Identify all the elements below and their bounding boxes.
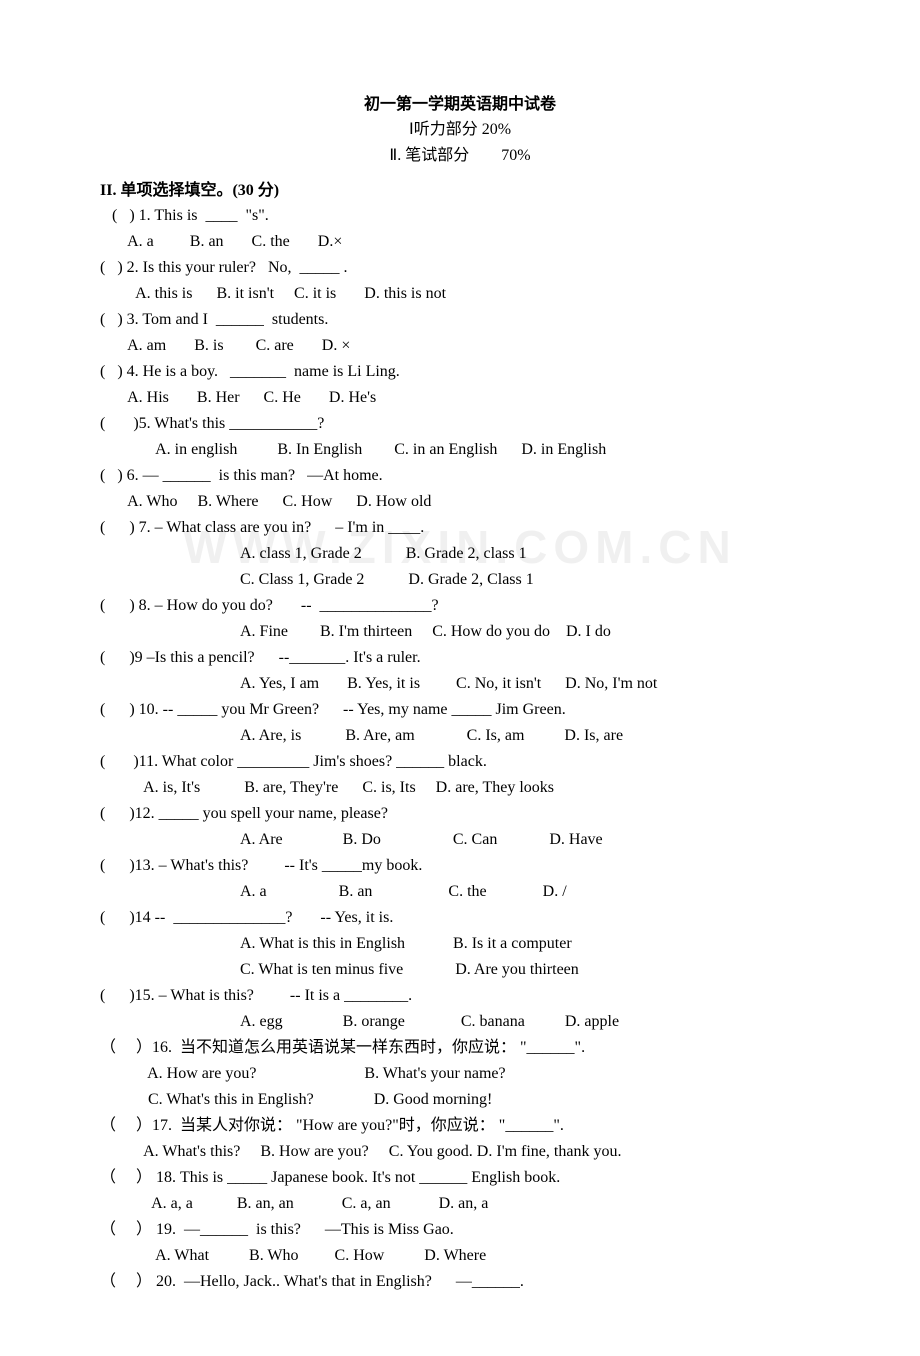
q18-stem: （ ） 18. This is _____ Japanese book. It'… bbox=[100, 1166, 820, 1190]
q20-stem: （ ） 20. —Hello, Jack.. What's that in En… bbox=[100, 1270, 820, 1294]
q11-options: A. is, It's B. are, They're C. is, Its D… bbox=[100, 776, 820, 800]
part2-right: 70% bbox=[501, 147, 530, 164]
q7-stem: ( ) 7. – What class are you in? – I'm in… bbox=[100, 516, 820, 540]
q17-stem: （ ）17. 当某人对你说： "How are you?"时，你应说： "___… bbox=[100, 1114, 820, 1138]
q3-options: A. am B. is C. are D. × bbox=[100, 334, 820, 358]
q10-stem: ( ) 10. -- _____ you Mr Green? -- Yes, m… bbox=[100, 698, 820, 722]
q16-stem: （ ）16. 当不知道怎么用英语说某一样东西时，你应说： "______". bbox=[100, 1036, 820, 1060]
q14-options-2: C. What is ten minus five D. Are you thi… bbox=[100, 958, 820, 982]
q2-options: A. this is B. it isn't C. it is D. this … bbox=[100, 282, 820, 306]
q4-options: A. His B. Her C. He D. He's bbox=[100, 386, 820, 410]
q5-stem: ( )5. What's this ___________? bbox=[100, 412, 820, 436]
q14-stem: ( )14 -- ______________? -- Yes, it is. bbox=[100, 906, 820, 930]
q18-options: A. a, a B. an, an C. a, an D. an, a bbox=[100, 1192, 820, 1216]
page-title: 初一第一学期英语期中试卷 bbox=[100, 90, 820, 114]
q4-stem: ( ) 4. He is a boy. _______ name is Li L… bbox=[100, 360, 820, 384]
q8-options: A. Fine B. I'm thirteen C. How do you do… bbox=[100, 620, 820, 644]
q7-options-2: C. Class 1, Grade 2 D. Grade 2, Class 1 bbox=[100, 568, 820, 592]
q19-stem: （ ） 19. —______ is this? —This is Miss G… bbox=[100, 1218, 820, 1242]
q17-options: A. What's this? B. How are you? C. You g… bbox=[100, 1140, 820, 1164]
q10-options: A. Are, is B. Are, am C. Is, am D. Is, a… bbox=[100, 724, 820, 748]
q19-options: A. What B. Who C. How D. Where bbox=[100, 1244, 820, 1268]
q6-options: A. Who B. Where C. How D. How old bbox=[100, 490, 820, 514]
q12-options: A. Are B. Do C. Can D. Have bbox=[100, 828, 820, 852]
q15-options: A. egg B. orange C. banana D. apple bbox=[100, 1010, 820, 1034]
q5-options: A. in english B. In English C. in an Eng… bbox=[100, 438, 820, 462]
q1-stem: ( ) 1. This is ____ "s". bbox=[100, 204, 820, 228]
q8-stem: ( ) 8. – How do you do? -- _____________… bbox=[100, 594, 820, 618]
q16-options-1: A. How are you? B. What's your name? bbox=[100, 1062, 820, 1086]
q6-stem: ( ) 6. — ______ is this man? —At home. bbox=[100, 464, 820, 488]
q1-options: A. a B. an C. the D.× bbox=[100, 230, 820, 254]
section-ii-header: II. 单项选择填空。(30 分) bbox=[100, 176, 820, 200]
part1-header: Ⅰ听力部分 20% bbox=[100, 118, 820, 142]
q15-stem: ( )15. – What is this? -- It is a ______… bbox=[100, 984, 820, 1008]
q3-stem: ( ) 3. Tom and I ______ students. bbox=[100, 308, 820, 332]
part2-header: Ⅱ. 笔试部分 70% bbox=[100, 144, 820, 168]
q9-options: A. Yes, I am B. Yes, it is C. No, it isn… bbox=[100, 672, 820, 696]
q11-stem: ( )11. What color _________ Jim's shoes?… bbox=[100, 750, 820, 774]
part2-left: Ⅱ. 笔试部分 bbox=[389, 147, 469, 164]
q13-stem: ( )13. – What's this? -- It's _____my bo… bbox=[100, 854, 820, 878]
q2-stem: ( ) 2. Is this your ruler? No, _____ . bbox=[100, 256, 820, 280]
q13-options: A. a B. an C. the D. / bbox=[100, 880, 820, 904]
q14-options-1: A. What is this in English B. Is it a co… bbox=[100, 932, 820, 956]
q7-options-1: A. class 1, Grade 2 B. Grade 2, class 1 bbox=[100, 542, 820, 566]
q12-stem: ( )12. _____ you spell your name, please… bbox=[100, 802, 820, 826]
q16-options-2: C. What's this in English? D. Good morni… bbox=[100, 1088, 820, 1112]
q9-stem: ( )9 –Is this a pencil? --_______. It's … bbox=[100, 646, 820, 670]
